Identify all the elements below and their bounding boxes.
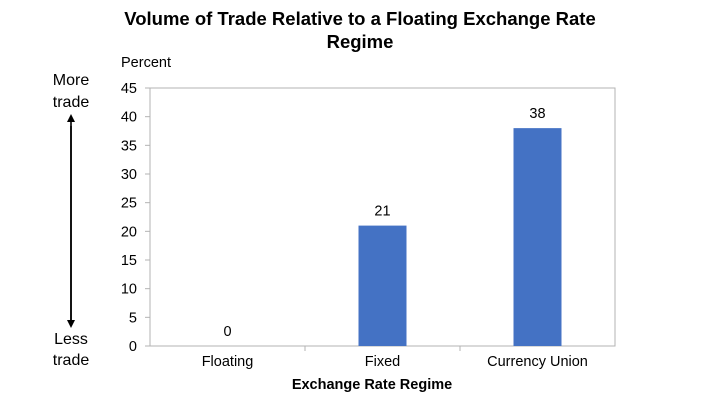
chart-title: Volume of Trade Relative to a Floating E… [0, 7, 720, 53]
y-tick-label: 10 [121, 282, 137, 298]
y-tick-label: 15 [121, 253, 137, 269]
y-axis-label: Percent [121, 55, 171, 71]
y-tick-label: 30 [121, 167, 137, 183]
data-label: 0 [223, 324, 231, 340]
bar [358, 225, 407, 346]
y-tick-label: 25 [121, 196, 137, 212]
y-tick-label: 20 [121, 224, 137, 240]
x-tick-label: Currency Union [487, 354, 588, 370]
y-tick-label: 35 [121, 138, 137, 154]
bar [513, 128, 562, 346]
chart-title-line-1: Volume of Trade Relative to a Floating E… [124, 8, 596, 29]
y-tick-label: 40 [121, 110, 137, 126]
y-tick-label: 5 [129, 310, 137, 326]
x-axis-ticks: Floating Fixed Currency Union [202, 346, 588, 370]
y-tick-label: 0 [129, 339, 137, 355]
x-tick-label: Floating [202, 354, 254, 370]
annotation-more-trade-line-2: trade [53, 94, 90, 111]
annotation-more-trade-line-1: More [53, 72, 90, 89]
x-tick-label: Fixed [365, 354, 400, 370]
x-axis-label: Exchange Rate Regime [292, 377, 452, 393]
chart-title-line-2: Regime [326, 31, 394, 52]
y-axis-ticks: 0 5 10 15 20 25 30 35 40 45 [121, 81, 150, 355]
annotation-less-trade-line-2: trade [53, 352, 90, 369]
data-label: 21 [374, 204, 390, 220]
annotation-less-trade-line-1: Less [54, 331, 88, 348]
y-tick-label: 45 [121, 81, 137, 97]
data-label: 38 [529, 106, 545, 122]
trade-annotation: More trade Less trade [53, 72, 90, 369]
data-labels: 0 21 38 [223, 106, 545, 340]
bars [358, 128, 562, 346]
